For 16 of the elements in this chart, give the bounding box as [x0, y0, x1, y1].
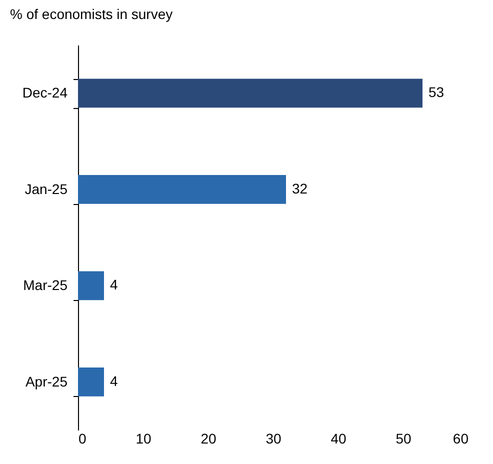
data-label: 4 — [110, 372, 118, 389]
chart-title: % of economists in survey — [10, 6, 173, 22]
x-tick-label: 0 — [78, 430, 86, 446]
x-tick-label: 40 — [330, 430, 346, 446]
data-label: 32 — [292, 180, 308, 196]
x-tick-label: 20 — [200, 430, 216, 446]
y-tick-label: Jan-25 — [24, 180, 68, 197]
data-label: 4 — [110, 276, 118, 293]
x-tick-label: 30 — [266, 430, 282, 446]
x-tick-label: 50 — [396, 430, 412, 446]
y-tick-label: Dec-24 — [22, 84, 68, 101]
data-label: 53 — [428, 84, 444, 100]
x-tick-label: 60 — [452, 430, 469, 446]
y-tick-label: Apr-25 — [25, 373, 68, 390]
x-tick-label: 10 — [136, 430, 152, 446]
y-tick-label: Mar-25 — [23, 277, 68, 294]
